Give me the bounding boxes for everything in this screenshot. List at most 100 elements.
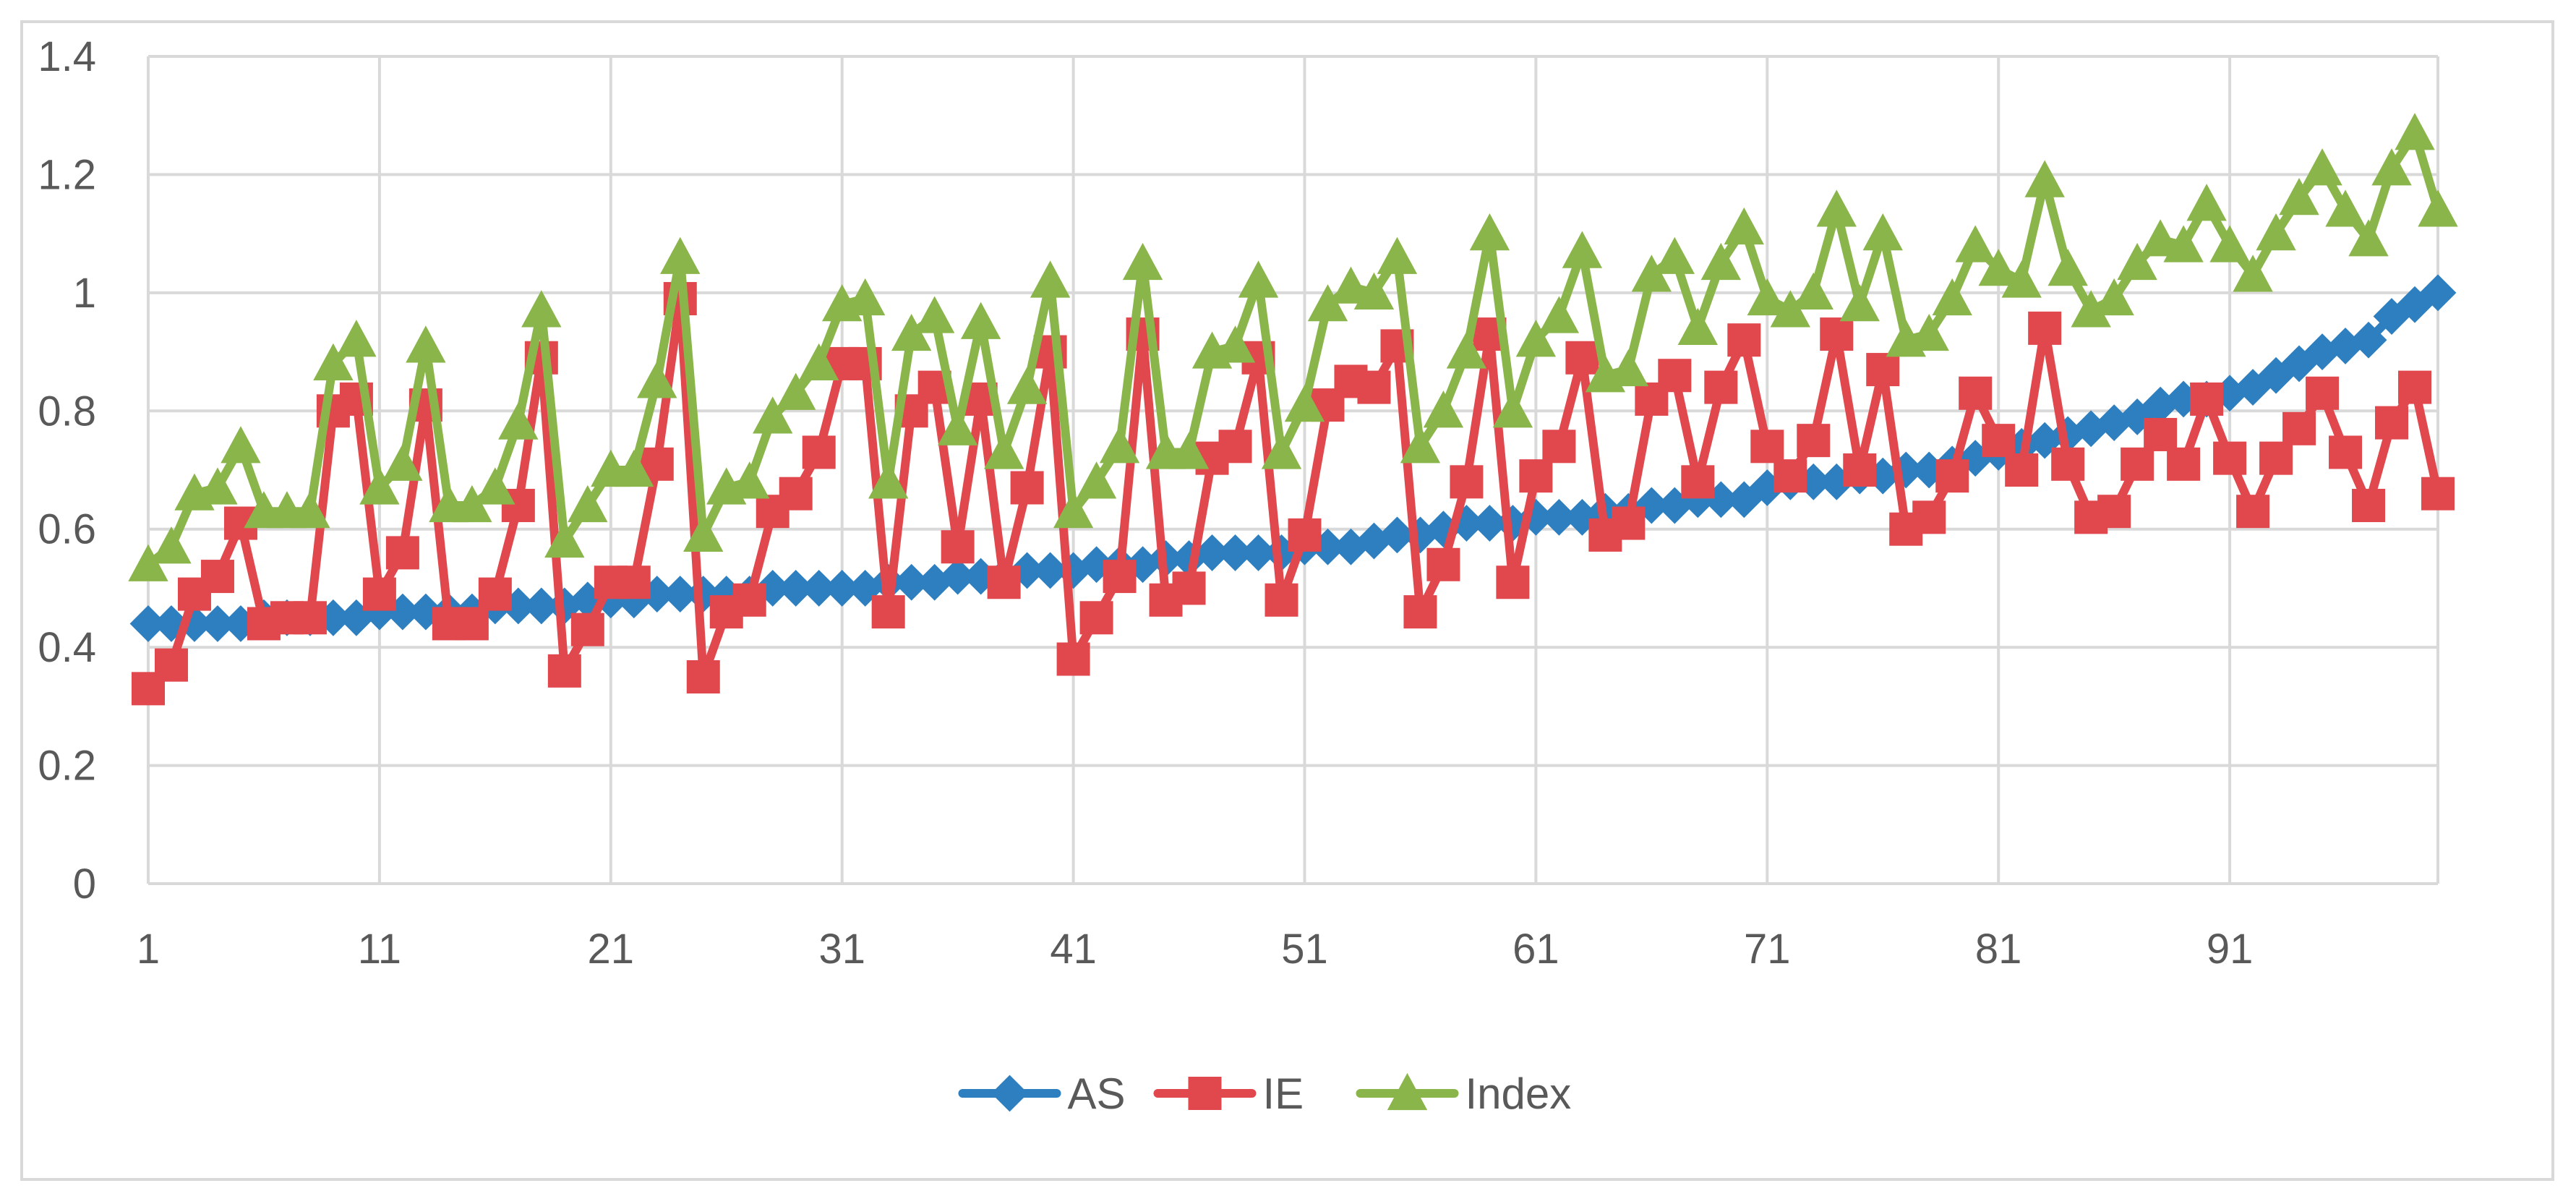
data-point-index (151, 526, 192, 564)
data-point-ie (2306, 376, 2340, 410)
data-point-ie (1866, 353, 1900, 387)
data-point-ie (1773, 459, 1807, 493)
series-line-index (144, 129, 2442, 569)
y-tick-label: 1.2 (38, 151, 96, 198)
y-tick-label: 1.4 (38, 33, 96, 80)
data-point-index (776, 372, 816, 410)
data-point-ie (1403, 595, 1437, 629)
data-point-index (313, 343, 354, 381)
data-point-index (1330, 266, 1372, 304)
data-point-index (1030, 260, 1071, 298)
data-point-ie (1288, 518, 1322, 552)
data-point-ie (1797, 424, 1831, 458)
data-point-index (2209, 225, 2250, 262)
data-point-index (1006, 367, 1048, 404)
data-point-ie (200, 560, 234, 594)
data-point-ie (1450, 465, 1484, 499)
y-tick-label: 1 (73, 270, 96, 317)
x-tick-label: 71 (1744, 926, 1791, 973)
data-point-ie (1542, 430, 1576, 464)
data-point-ie (779, 477, 813, 511)
data-point-index (1839, 284, 1880, 322)
data-point-index (1168, 432, 1210, 469)
data-point-index (544, 520, 585, 558)
data-point-index (1423, 390, 1464, 428)
data-point-index (2302, 148, 2342, 186)
data-point-as (2419, 274, 2457, 312)
y-tick-label: 0.2 (38, 743, 96, 790)
data-point-ie (1172, 571, 1206, 605)
data-point-index (1862, 213, 1903, 251)
data-point-ie (987, 565, 1021, 599)
data-point-ie (1496, 565, 1530, 599)
data-point-ie (2375, 406, 2409, 440)
data-point-index (1793, 272, 1833, 309)
data-point-ie (547, 654, 581, 688)
data-point-ie (2097, 495, 2131, 529)
data-point-index (2117, 242, 2157, 281)
y-tick-label: 0.6 (38, 506, 96, 553)
data-point-index (1816, 189, 1857, 227)
data-point-index (2348, 219, 2389, 257)
data-point-ie (1056, 642, 1090, 676)
data-point-index (197, 467, 238, 505)
x-tick-label: 21 (588, 926, 635, 973)
data-point-ie (802, 435, 836, 469)
data-point-ie (1843, 453, 1877, 487)
data-point-ie (1565, 341, 1599, 375)
data-point-ie (1103, 560, 1137, 594)
data-point-ie (1959, 376, 1993, 410)
data-point-index (1377, 236, 1418, 274)
x-tick-label: 81 (1975, 926, 2022, 973)
data-point-ie (1912, 500, 1946, 534)
data-point-index (1562, 231, 1603, 268)
data-point-ie (1426, 547, 1460, 581)
data-point-index (2163, 225, 2204, 262)
data-point-index (2371, 148, 2412, 186)
data-point-index (475, 467, 515, 505)
data-point-index (406, 325, 446, 363)
data-point-index (1469, 213, 1510, 251)
data-point-ie (1010, 471, 1044, 505)
data-point-ie (2144, 417, 2178, 451)
data-point-index (2186, 184, 2227, 221)
data-point-index (683, 514, 724, 552)
legend-marker (991, 1075, 1028, 1112)
data-point-ie (871, 595, 905, 629)
axis-layer: 00.20.40.60.811.21.41 11 21 31 41 51 61 71 81 91 (38, 33, 2253, 973)
data-point-index (382, 443, 423, 481)
data-point-index (753, 396, 793, 434)
data-point-ie (293, 601, 327, 635)
data-point-index (2395, 113, 2435, 150)
data-point-index (1724, 207, 1764, 245)
data-point-ie (617, 565, 651, 599)
data-point-index (1955, 225, 1995, 262)
legend-label: AS (1068, 1069, 1126, 1118)
x-tick-label: 61 (1512, 926, 1559, 973)
data-point-ie (2282, 411, 2316, 445)
data-point-ie (1519, 459, 1553, 493)
data-point-index (221, 426, 261, 464)
data-point-ie (1265, 583, 1298, 617)
grid-layer (147, 55, 2439, 885)
data-point-ie (1658, 359, 1692, 393)
data-point-index (1539, 296, 1580, 333)
data-point-index (1053, 491, 1094, 529)
data-point-index (2094, 278, 2134, 316)
data-point-index (1076, 461, 1117, 499)
x-tick-label: 51 (1281, 926, 1328, 973)
data-point-ie (1982, 424, 2016, 458)
data-point-index (1515, 320, 1557, 357)
data-point-ie (686, 660, 720, 693)
data-point-ie (2051, 447, 2085, 481)
data-point-ie (2352, 489, 2386, 523)
legend-item-index: Index (1356, 1069, 1571, 1118)
legend-item-as: AS (958, 1069, 1126, 1118)
data-point-index (521, 290, 562, 328)
legend-marker (1387, 1072, 1428, 1111)
data-point-index (1700, 242, 1741, 281)
data-point-index (359, 467, 400, 505)
data-point-index (1353, 272, 1395, 309)
data-point-index (1978, 249, 2019, 286)
